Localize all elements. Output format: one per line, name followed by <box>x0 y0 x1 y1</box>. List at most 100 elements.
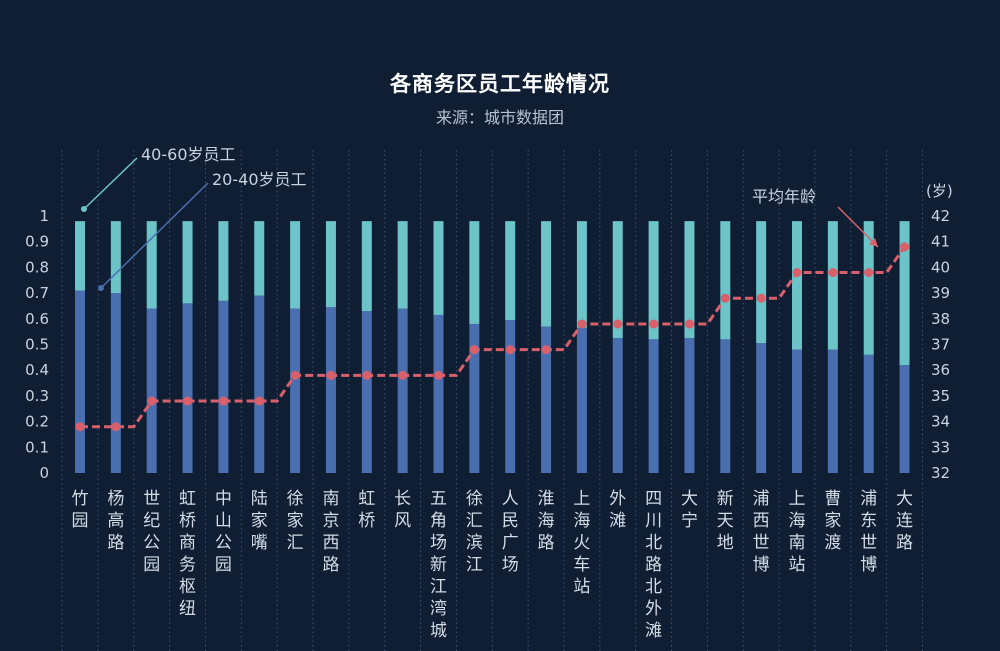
avg-age-point <box>183 396 193 406</box>
bar-40-60 <box>433 221 444 315</box>
bar-20-40 <box>361 311 372 473</box>
y-right-unit-label: (岁) <box>926 182 953 200</box>
bar-20-40 <box>899 365 910 473</box>
bar-40-60 <box>254 221 265 296</box>
category-label: 五角场新江湾城 <box>430 489 447 641</box>
bar-40-60 <box>397 221 408 309</box>
avg-age-point <box>254 396 264 406</box>
annotation-arrowhead-avg-age <box>869 238 878 247</box>
bar-20-40 <box>720 339 731 473</box>
category-label: 浦西世博 <box>753 489 770 575</box>
category-label: 大连路 <box>896 489 913 553</box>
y-right-tick-label: 34 <box>931 413 950 431</box>
y-left-tick-label: 0.3 <box>25 387 49 405</box>
bar-20-40 <box>75 290 85 473</box>
bar-40-60 <box>182 221 193 304</box>
avg-age-point <box>900 242 910 252</box>
bar-20-40 <box>469 323 480 473</box>
bar-20-40 <box>863 354 874 473</box>
annotation-40-60: 40-60岁员工 <box>141 145 236 164</box>
category-label: 长风 <box>394 489 411 531</box>
bar-40-60 <box>756 221 767 344</box>
avg-age-point <box>684 319 694 329</box>
bar-40-60 <box>576 221 587 328</box>
avg-age-point <box>864 268 874 278</box>
bar-40-60 <box>720 221 731 340</box>
y-left-tick-label: 0.6 <box>25 310 49 328</box>
annotation-leader-20-40 <box>100 182 209 289</box>
category-label: 虹桥 <box>358 489 375 531</box>
bar-40-60 <box>325 221 336 308</box>
y-left-tick-label: 0.9 <box>25 233 49 251</box>
bar-20-40 <box>612 338 623 473</box>
chart-title: 各商务区员工年龄情况 <box>390 72 610 96</box>
bar-20-40 <box>110 293 121 473</box>
bar-40-60 <box>648 221 659 340</box>
bar-20-40 <box>254 295 265 473</box>
bar-20-40 <box>541 326 552 473</box>
avg-age-point <box>828 268 838 278</box>
bar-20-40 <box>505 320 516 473</box>
y-left-tick-label: 0.4 <box>25 361 49 379</box>
y-right-tick-label: 39 <box>931 284 950 302</box>
bar-20-40 <box>433 314 444 473</box>
category-label: 中山公园 <box>215 489 232 575</box>
y-right-tick-label: 32 <box>931 464 950 482</box>
avg-age-point <box>111 422 121 432</box>
category-label: 上海南站 <box>789 489 806 575</box>
bar-20-40 <box>290 308 301 473</box>
category-label: 上海火车站 <box>573 489 590 597</box>
y-right-tick-label: 35 <box>931 387 950 405</box>
y-left-tick-label: 0.1 <box>25 438 49 456</box>
bar-20-40 <box>576 327 587 473</box>
avg-age-point <box>434 370 443 380</box>
avg-age-line <box>80 245 906 429</box>
bar-40-60 <box>612 221 623 339</box>
bar-40-60 <box>361 221 372 312</box>
category-label: 外滩 <box>609 489 626 531</box>
y-right-tick-label: 33 <box>931 438 950 456</box>
category-label: 曹家渡 <box>824 489 841 553</box>
avg-age-point <box>505 345 515 355</box>
category-label: 新天地 <box>717 489 734 553</box>
bar-20-40 <box>684 338 695 473</box>
avg-age-point <box>541 345 551 355</box>
category-label: 大宁 <box>681 489 698 531</box>
avg-age-point <box>326 370 336 380</box>
bar-40-60 <box>146 221 157 309</box>
avg-age-point <box>469 345 479 355</box>
y-right-tick-label: 38 <box>931 310 950 328</box>
annotation-dot-20-40 <box>98 285 104 291</box>
avg-age-point <box>147 396 157 406</box>
y-right-tick-label: 42 <box>931 207 950 225</box>
category-label: 徐家汇 <box>287 489 304 553</box>
bar-20-40 <box>146 308 157 473</box>
category-label: 淮海路 <box>538 489 555 553</box>
y-left-tick-label: 0.7 <box>25 284 49 302</box>
annotation-20-40: 20-40岁员工 <box>212 170 307 189</box>
category-label: 陆家嘴 <box>251 489 268 553</box>
avg-age-point <box>792 268 802 278</box>
bar-40-60 <box>218 221 229 301</box>
avg-age-point <box>720 293 730 303</box>
category-label: 南京西路 <box>322 489 339 575</box>
annotation-leader-avg-age <box>837 206 879 248</box>
category-label: 虹桥商务枢纽 <box>179 489 196 619</box>
bar-40-60 <box>469 221 480 324</box>
bar-20-40 <box>218 300 229 473</box>
category-label: 杨高路 <box>107 489 124 553</box>
bar-40-60 <box>75 221 85 291</box>
y-right-tick-label: 37 <box>931 336 950 354</box>
category-label: 浦东世博 <box>860 489 877 575</box>
category-label: 世纪公园 <box>143 489 160 575</box>
bar-40-60 <box>541 221 552 327</box>
bar-40-60 <box>684 221 695 339</box>
bar-40-60 <box>505 221 516 321</box>
bar-40-60 <box>110 221 121 294</box>
bar-40-60 <box>863 221 874 355</box>
annotation-leader-40-60 <box>83 157 138 210</box>
bar-20-40 <box>792 349 802 473</box>
category-label: 徐汇滨江 <box>466 489 483 575</box>
bar-20-40 <box>397 308 408 473</box>
y-left-tick-label: 0.2 <box>25 413 49 431</box>
